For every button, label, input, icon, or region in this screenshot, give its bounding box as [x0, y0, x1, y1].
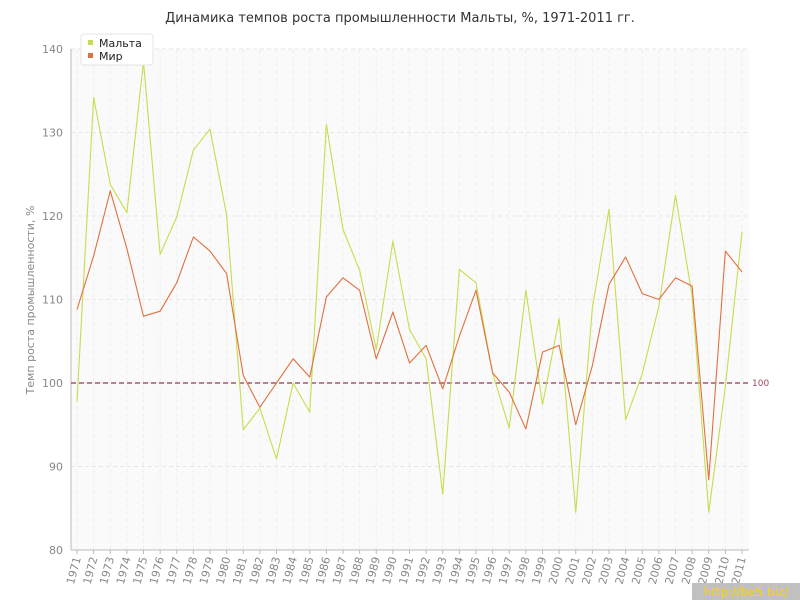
watermark-bg [692, 583, 800, 600]
legend-swatch-world [88, 53, 93, 58]
series-world [76, 190, 743, 481]
y-tick-labels: 80 90 100 110 120 130 140 [42, 43, 63, 557]
series-line-world [76, 190, 743, 481]
y-axis-label: Темп роста промышленности, % [24, 206, 37, 396]
y-tick-label: 90 [49, 461, 63, 474]
x-tick-labels: 1971197219731974197519761977197819791980… [64, 555, 749, 585]
x-gridlines [76, 49, 743, 554]
y-tick-label: 110 [42, 294, 63, 307]
series-layer [76, 60, 743, 513]
y-tick-label: 130 [42, 127, 63, 140]
legend-box [80, 33, 154, 66]
watermark-link[interactable]: http://be5.biz/ [704, 585, 789, 599]
y-tick-label: 100 [42, 377, 63, 390]
legend-label-world: Мир [99, 50, 123, 63]
x-tick-label: 2011 [729, 555, 749, 585]
y-tick-label: 140 [42, 43, 63, 56]
legend-swatch-malta [88, 40, 93, 45]
y-tick-label: 80 [49, 544, 63, 557]
y-tick-label: 120 [42, 210, 63, 223]
reference-line-label: 100 [752, 379, 769, 389]
series-malta [76, 60, 743, 513]
reference-line-100: 100 [71, 379, 769, 389]
legend: Мальта Мир [80, 33, 154, 66]
series-line-malta [76, 60, 743, 513]
legend-label-malta: Мальта [99, 37, 142, 50]
chart-title: Динамика темпов роста промышленности Мал… [165, 11, 635, 26]
